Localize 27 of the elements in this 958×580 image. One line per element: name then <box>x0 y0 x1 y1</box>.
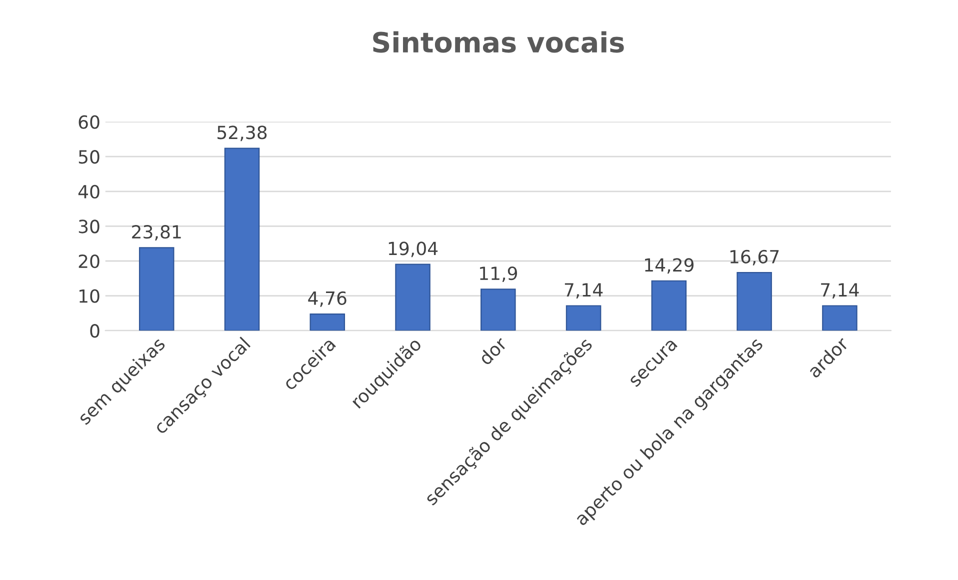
data-label: 11,9 <box>480 266 517 282</box>
data-label: 23,81 <box>132 225 181 241</box>
y-tick-label: 0 <box>90 324 100 338</box>
data-label: 16,67 <box>730 250 779 266</box>
bar <box>566 305 602 331</box>
data-label: 14,29 <box>645 258 694 274</box>
y-tick-label: 60 <box>78 115 100 129</box>
y-tick-label: 10 <box>80 289 100 303</box>
data-label: 7,14 <box>821 283 859 299</box>
bar <box>651 280 687 331</box>
bar <box>310 313 346 331</box>
chart-title: Sintomas vocais <box>373 31 624 53</box>
data-label: 7,14 <box>564 283 603 299</box>
y-tick-label: 30 <box>78 220 100 234</box>
bar <box>224 148 260 331</box>
bar <box>822 305 858 331</box>
x-tick-label: dor <box>478 335 508 366</box>
bar <box>395 264 430 331</box>
y-tick-label: 50 <box>78 150 100 164</box>
bar <box>138 247 174 331</box>
data-label: 19,04 <box>388 242 438 258</box>
y-tick-label: 20 <box>78 254 100 268</box>
bar <box>480 288 516 331</box>
data-label: 4,76 <box>308 291 346 307</box>
y-tick-label: 40 <box>78 184 100 199</box>
data-label: 52,38 <box>218 126 267 142</box>
bar <box>736 272 772 331</box>
